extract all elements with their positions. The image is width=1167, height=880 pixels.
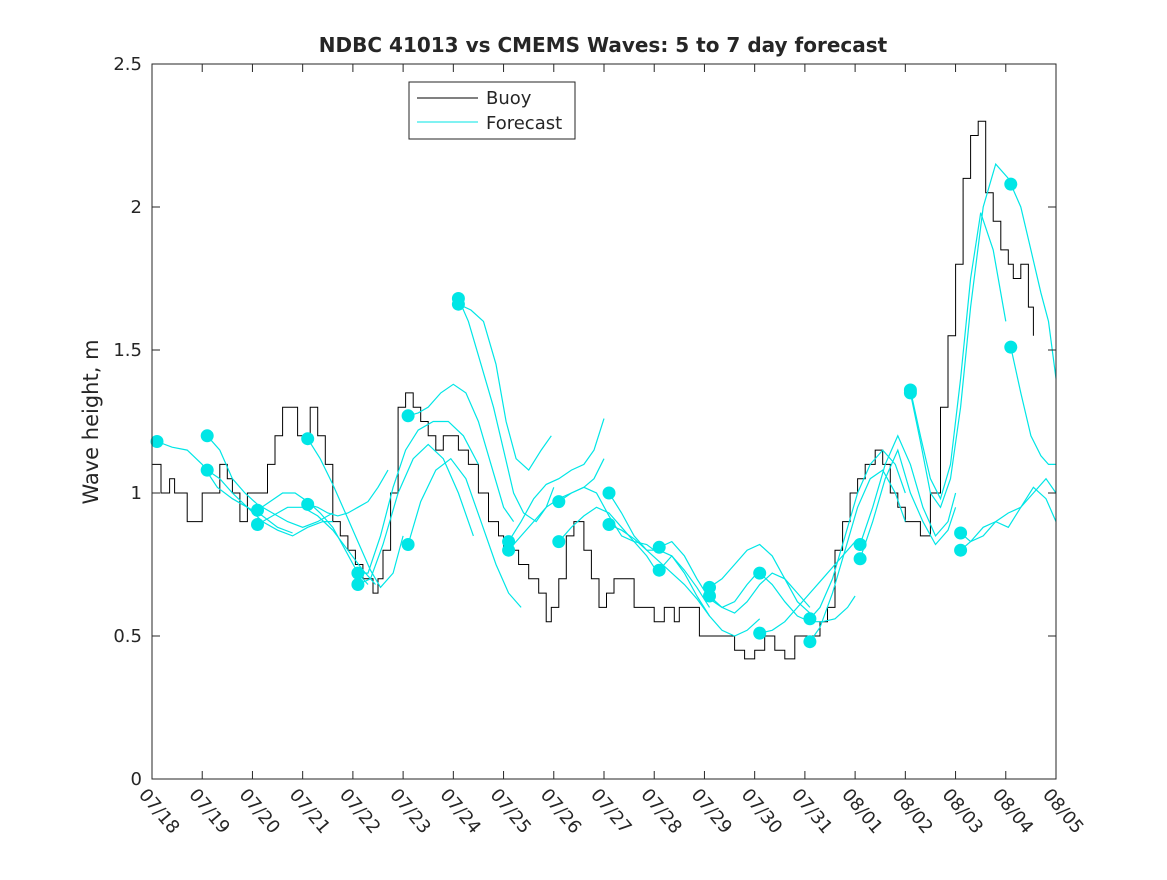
forecast-start-point [954, 543, 968, 557]
chart-title: NDBC 41013 vs CMEMS Waves: 5 to 7 day fo… [319, 33, 888, 57]
y-axis-label: Wave height, m [79, 339, 103, 504]
y-tick-label: 1.5 [113, 340, 142, 361]
forecast-start-point [301, 497, 315, 511]
forecast-series-line [809, 449, 906, 620]
forecast-series-line [206, 435, 334, 528]
forecast-start-point [954, 526, 968, 540]
legend-buoy-label: Buoy [486, 88, 532, 109]
forecast-series-line [357, 443, 474, 586]
forecast-series-line [608, 523, 710, 617]
forecast-start-point [652, 540, 666, 554]
forecast-start-point [401, 409, 415, 423]
forecast-series-line [909, 212, 1007, 501]
forecast-start-point [200, 463, 214, 477]
buoy-series-line [152, 120, 1034, 660]
forecast-series-line [709, 543, 811, 614]
forecast-series-line [407, 457, 522, 608]
forecast-series-line [1010, 346, 1056, 465]
forecast-series-line [558, 506, 655, 568]
forecast-series-line [909, 162, 1009, 509]
forecast-series-line [1010, 183, 1057, 379]
forecast-start-point [351, 566, 365, 580]
forecast-series-line [457, 298, 555, 523]
forecast-start-point [853, 552, 867, 566]
forecast-series-line [307, 438, 404, 589]
forecast-series-line [407, 383, 515, 522]
forecast-series-line [960, 486, 1057, 551]
forecast-start-point [602, 486, 616, 500]
plot-area [150, 120, 1057, 660]
forecast-start-point [903, 386, 917, 400]
legend: Buoy Forecast [408, 81, 576, 140]
forecast-series-line [357, 420, 479, 574]
forecast-series-line [257, 492, 369, 585]
y-tick-label: 2 [131, 197, 142, 218]
forecast-start-point [803, 635, 817, 649]
forecast-series-line [960, 477, 1057, 543]
forecast-series-line [307, 469, 389, 517]
forecast-series-line [206, 469, 333, 537]
y-tick-label: 1 [131, 483, 142, 504]
forecast-start-point [803, 612, 817, 626]
y-tick-label: 0.5 [113, 626, 142, 647]
forecast-start-point [552, 495, 566, 509]
forecast-series-line [809, 469, 906, 643]
forecast-start-point [602, 518, 616, 531]
forecast-start-point [351, 578, 365, 591]
forecast-start-point [451, 297, 465, 311]
forecast-start-point [401, 538, 415, 551]
forecast-start-point [552, 535, 566, 549]
forecast-series-line [859, 448, 957, 559]
forecast-series-line [558, 486, 655, 551]
forecast-start-point [703, 589, 716, 603]
forecast-start-point [1004, 340, 1018, 354]
forecast-start-point [1004, 177, 1018, 191]
forecast-series-line [458, 303, 552, 472]
forecast-series-line [257, 506, 376, 585]
forecast-start-point [251, 503, 264, 517]
legend-box [408, 81, 576, 140]
forecast-start-point [301, 432, 315, 446]
forecast-start-point [200, 429, 214, 443]
y-tick-label: 0 [131, 769, 142, 790]
forecast-series-line [859, 434, 957, 545]
forecast-series-line [508, 418, 605, 542]
forecast-start-point [753, 566, 767, 580]
forecast-start-point [652, 563, 666, 577]
y-tick-label: 2.5 [113, 54, 142, 75]
forecast-start-point [150, 435, 164, 448]
forecast-start-point [502, 543, 516, 557]
forecast-series-line [658, 554, 761, 637]
forecast-series-line [156, 440, 293, 534]
forecast-series-line [709, 572, 811, 614]
forecast-start-point [251, 518, 264, 531]
forecast-start-point [753, 626, 767, 640]
legend-forecast-label: Forecast [486, 113, 562, 134]
